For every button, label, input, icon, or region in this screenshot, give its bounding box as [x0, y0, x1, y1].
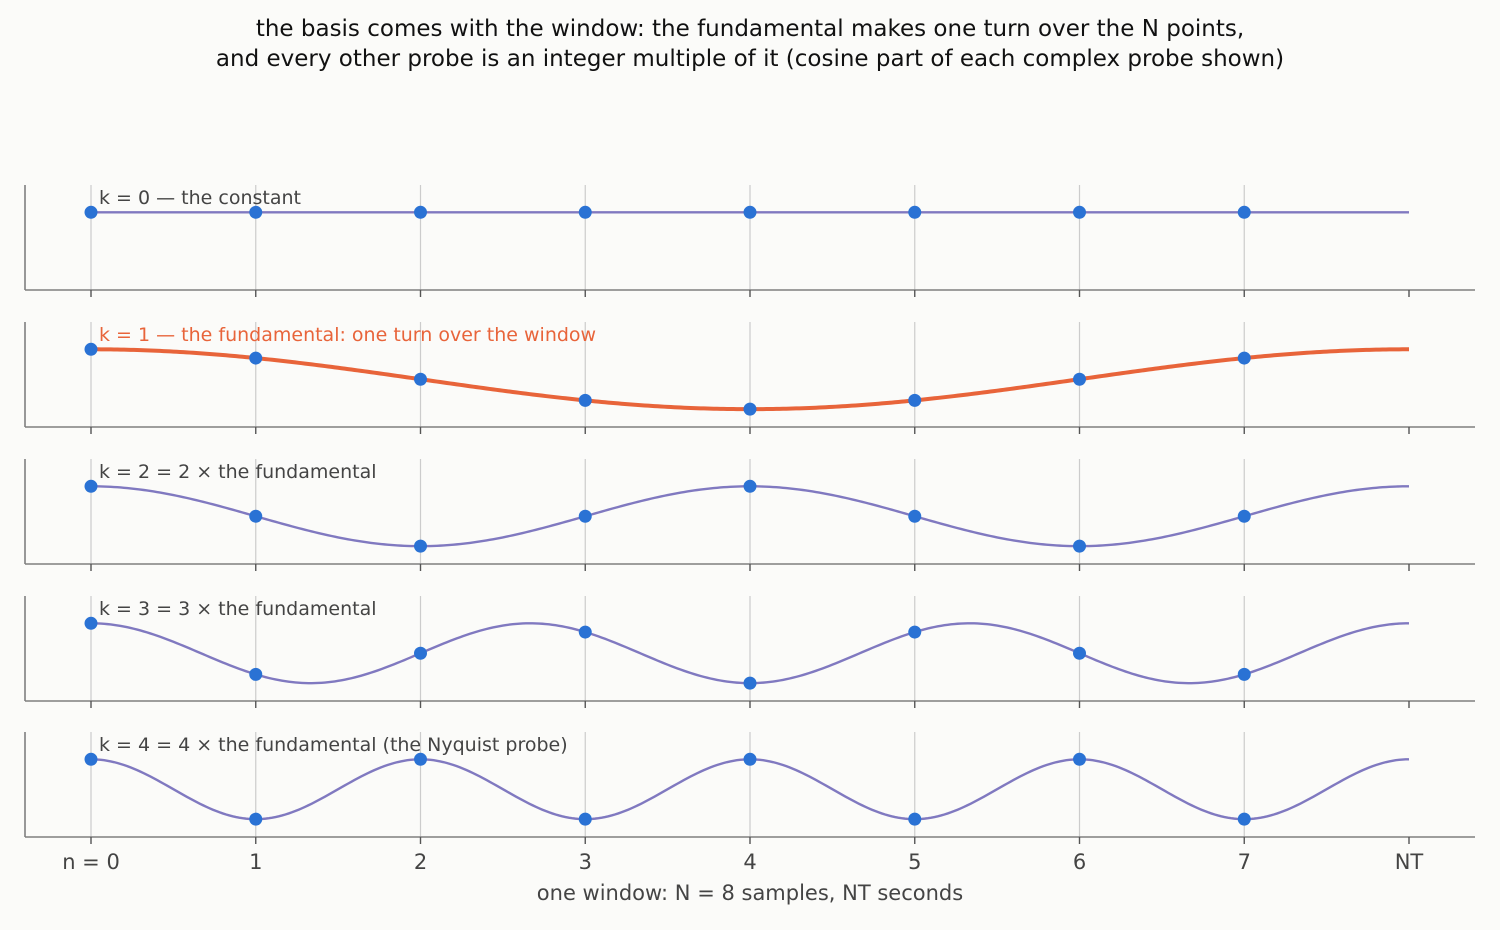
- x-tick-label: 2: [414, 850, 427, 874]
- sample-point: [414, 752, 427, 766]
- sample-point: [578, 812, 592, 826]
- panel-label-k1: k = 1 — the fundamental: one turn over t…: [99, 324, 596, 346]
- panel-label-k0: k = 0 — the constant: [99, 187, 301, 209]
- sample-point: [908, 625, 922, 639]
- sample-point: [743, 402, 757, 416]
- x-tick-label: 5: [908, 850, 921, 874]
- sample-point: [908, 812, 922, 826]
- sample-point: [1073, 752, 1086, 766]
- sample-point: [1073, 646, 1086, 660]
- sample-point: [743, 752, 757, 766]
- x-axis-label: one window: N = 8 samples, NT seconds: [537, 881, 963, 905]
- sample-point: [1237, 205, 1251, 219]
- panel-label-k4: k = 4 = 4 × the fundamental (the Nyquist…: [99, 734, 568, 756]
- sample-point: [249, 667, 263, 681]
- sample-point: [1237, 351, 1251, 365]
- sample-point: [578, 509, 592, 523]
- sample-point: [84, 205, 98, 219]
- sample-point: [743, 676, 757, 690]
- sample-point: [1237, 812, 1251, 826]
- x-tick-label: 7: [1238, 850, 1251, 874]
- sample-point: [1237, 667, 1251, 681]
- x-tick-label: NT: [1395, 850, 1424, 874]
- sample-point: [414, 539, 427, 553]
- sample-point: [414, 646, 427, 660]
- sample-point: [743, 479, 757, 493]
- sample-point: [1237, 509, 1251, 523]
- sample-point: [578, 205, 592, 219]
- sample-point: [84, 479, 98, 493]
- sample-point: [1073, 539, 1086, 553]
- sample-point: [743, 205, 757, 219]
- panel-label-k2: k = 2 = 2 × the fundamental: [99, 461, 377, 483]
- panel-k2: k = 2 = 2 × the fundamental: [24, 459, 1475, 571]
- x-tick-label: n = 0: [62, 850, 120, 874]
- sample-point: [908, 205, 922, 219]
- panel-label-k3: k = 3 = 3 × the fundamental: [99, 598, 377, 620]
- panel-k3: k = 3 = 3 × the fundamental: [24, 596, 1475, 708]
- x-tick-label: 1: [249, 850, 262, 874]
- title-line-2: and every other probe is an integer mult…: [215, 46, 1285, 72]
- sample-point: [249, 509, 263, 523]
- sample-point: [249, 812, 263, 826]
- sample-point: [908, 393, 922, 407]
- sample-point: [578, 393, 592, 407]
- chart-title: the basis comes with the window: the fun…: [0, 14, 1500, 74]
- panel-k1: k = 1 — the fundamental: one turn over t…: [24, 322, 1475, 434]
- sample-point: [414, 372, 427, 386]
- sample-point: [1073, 372, 1086, 386]
- sample-point: [249, 351, 263, 365]
- sample-point: [908, 509, 922, 523]
- title-line-1: the basis comes with the window: the fun…: [255, 16, 1245, 42]
- sample-point: [84, 752, 98, 766]
- sample-point: [84, 616, 98, 630]
- x-tick-label: 6: [1073, 850, 1086, 874]
- panel-k4: k = 4 = 4 × the fundamental (the Nyquist…: [24, 732, 1475, 844]
- sample-point: [578, 625, 592, 639]
- sample-point: [1073, 205, 1086, 219]
- sample-point: [249, 205, 263, 219]
- sample-point: [414, 205, 427, 219]
- x-tick-label: 4: [743, 850, 756, 874]
- sample-point: [84, 342, 98, 356]
- panel-k0: k = 0 — the constant: [24, 185, 1475, 297]
- x-tick-label: 3: [579, 850, 592, 874]
